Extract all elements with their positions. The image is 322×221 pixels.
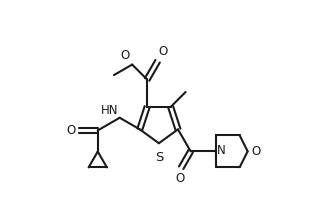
Text: S: S <box>155 151 163 164</box>
Text: HN: HN <box>101 104 118 117</box>
Text: O: O <box>175 172 185 185</box>
Text: O: O <box>159 45 168 58</box>
Text: O: O <box>121 50 130 63</box>
Text: O: O <box>66 124 76 137</box>
Text: N: N <box>217 144 226 157</box>
Text: O: O <box>251 145 261 158</box>
